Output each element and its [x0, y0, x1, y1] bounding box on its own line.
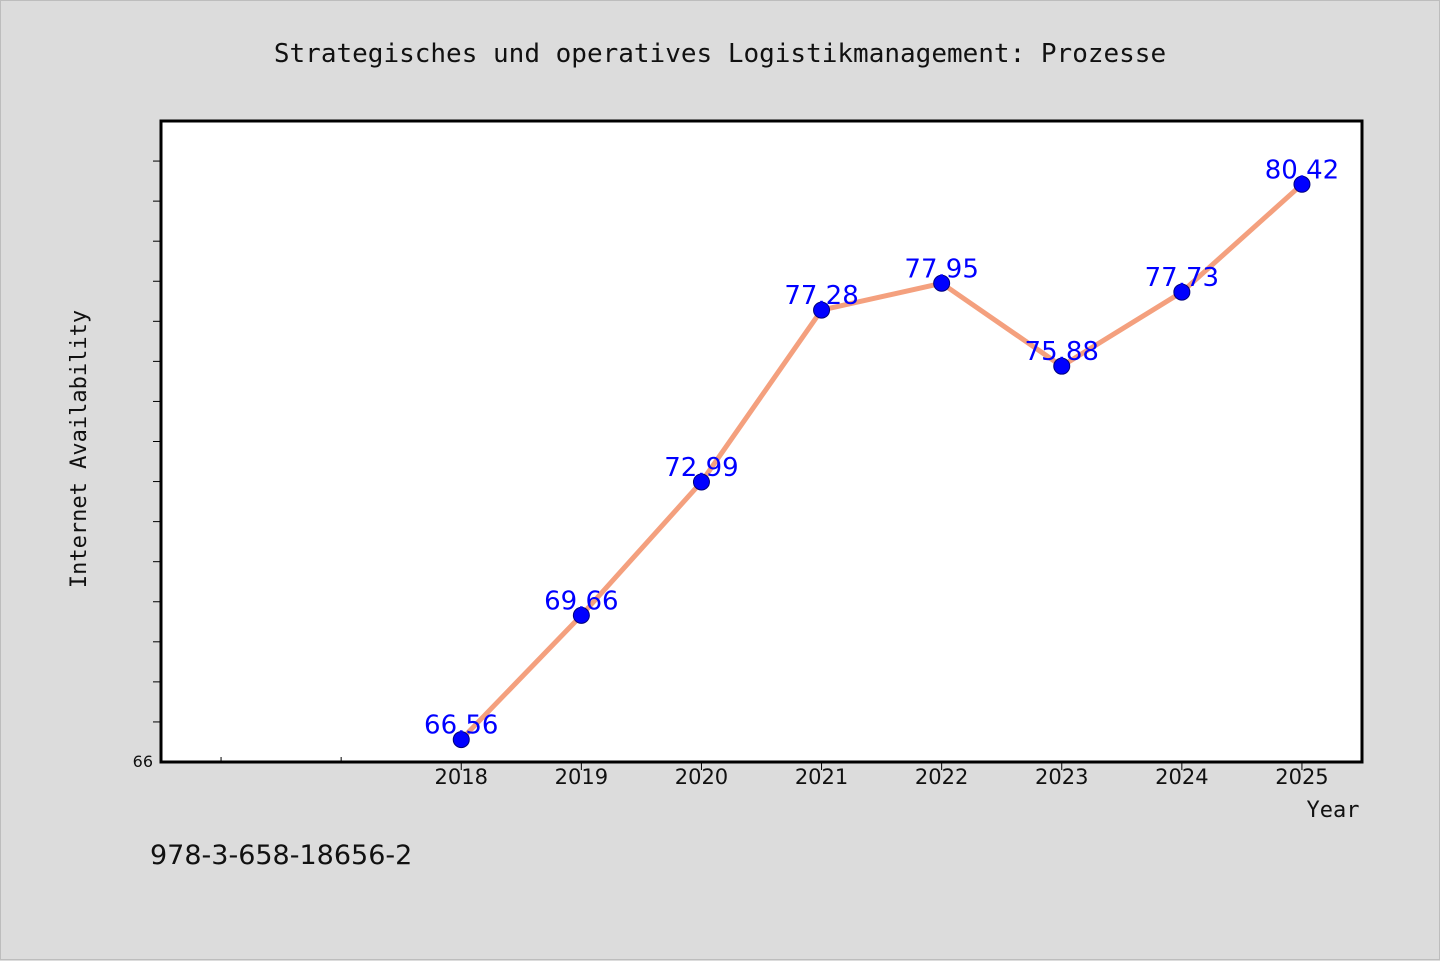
x-tick-label: 2024: [1155, 765, 1208, 789]
data-point: [933, 274, 951, 292]
data-point: [572, 606, 590, 624]
data-label: 77.28: [784, 281, 858, 311]
data-labels: 66.56 69.66 72.99 77.28 77.95 75.88 77.73 80.42: [424, 155, 1339, 740]
chart-title: Strategisches und operatives Logistikman…: [274, 39, 1166, 69]
plot-area: [159, 119, 1364, 764]
isbn-text: 978-3-658-18656-2: [150, 840, 412, 871]
x-tick-label: 2025: [1275, 765, 1328, 789]
y-axis-title: Internet Availability: [67, 310, 92, 588]
x-axis-minor-ticks: [220, 757, 342, 762]
data-point: [1053, 357, 1071, 375]
data-point: [1293, 175, 1311, 193]
x-tick-label: 2019: [555, 765, 608, 789]
data-label: 66.56: [424, 711, 498, 741]
y-axis-ticks: 66: [133, 160, 161, 771]
data-label: 72.99: [664, 453, 738, 483]
x-tick-label: 2018: [435, 765, 488, 789]
data-point: [1173, 283, 1191, 301]
data-label: 75.88: [1025, 337, 1099, 367]
data-point: [452, 731, 470, 749]
x-axis-ticks: 2018 2019 2020 2021 2022 2023 2024 2025: [435, 762, 1329, 789]
data-label: 80.42: [1265, 155, 1339, 185]
x-tick-label: 2020: [675, 765, 728, 789]
x-axis-title: Year: [1307, 798, 1360, 823]
data-label: 77.95: [904, 254, 978, 284]
y-tick-label: 66: [133, 752, 153, 771]
data-point: [813, 301, 831, 319]
data-label: 77.73: [1145, 263, 1219, 293]
x-tick-label: 2021: [795, 765, 848, 789]
data-point: [692, 473, 710, 491]
series-line: [459, 182, 1304, 742]
data-label: 69.66: [544, 586, 618, 616]
x-tick-label: 2022: [915, 765, 968, 789]
x-tick-label: 2023: [1035, 765, 1088, 789]
data-markers: [452, 175, 1311, 749]
